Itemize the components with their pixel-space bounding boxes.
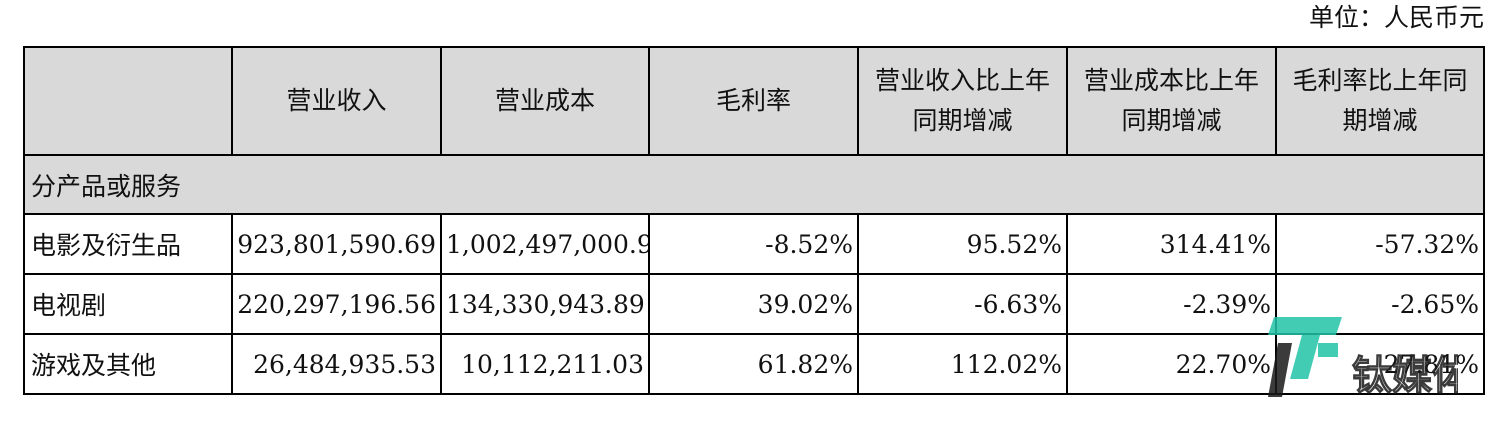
header-revenue-change: 营业收入比上年同期增减 [857, 46, 1068, 156]
cell-cost-change: -2.39% [1066, 273, 1277, 335]
cell-revenue-change: 112.02% [857, 333, 1068, 395]
cell-margin: 39.02% [648, 273, 859, 335]
table-row: 电视剧 220,297,196.56 134,330,943.89 39.02%… [23, 273, 1485, 335]
cell-cost: 1,002,497,000.98 [440, 213, 650, 275]
cell-revenue: 26,484,935.53 [231, 333, 442, 395]
cell-cost-change: 22.70% [1066, 333, 1277, 395]
cell-margin-change: -57.32% [1275, 213, 1485, 275]
financial-table: 营业收入 营业成本 毛利率 营业收入比上年同期增减 营业成本比上年同期增减 毛利… [23, 46, 1485, 395]
row-name: 游戏及其他 [23, 333, 233, 395]
header-gross-margin: 毛利率 [648, 46, 859, 156]
header-cost: 营业成本 [440, 46, 650, 156]
section-label: 分产品或服务 [23, 154, 1485, 215]
header-cost-change: 营业成本比上年同期增减 [1066, 46, 1277, 156]
table-row: 电影及衍生品 923,801,590.69 1,002,497,000.98 -… [23, 213, 1485, 275]
header-margin-change: 毛利率比上年同期增减 [1275, 46, 1485, 156]
section-row: 分产品或服务 [23, 154, 1485, 215]
unit-label: 单位：人民币元 [1308, 3, 1484, 32]
cell-margin: -8.52% [648, 213, 859, 275]
cell-margin: 61.82% [648, 333, 859, 395]
cell-cost: 10,112,211.03 [440, 333, 650, 395]
table-header-row: 营业收入 营业成本 毛利率 营业收入比上年同期增减 营业成本比上年同期增减 毛利… [23, 46, 1485, 156]
header-revenue: 营业收入 [231, 46, 442, 156]
cell-revenue-change: -6.63% [857, 273, 1068, 335]
table-row: 游戏及其他 26,484,935.53 10,112,211.03 61.82%… [23, 333, 1485, 395]
watermark-text: 钛媒体 [1352, 353, 1458, 399]
cell-revenue: 220,297,196.56 [231, 273, 442, 335]
cell-revenue: 923,801,590.69 [231, 213, 442, 275]
header-cell-blank [23, 46, 233, 156]
row-name: 电影及衍生品 [23, 213, 233, 275]
cell-revenue-change: 95.52% [857, 213, 1068, 275]
cell-cost-change: 314.41% [1066, 213, 1277, 275]
watermark-logo-icon: 钛媒体 [1268, 317, 1458, 400]
tmt-logo-mark-icon [1268, 317, 1342, 397]
cell-cost: 134,330,943.89 [440, 273, 650, 335]
row-name: 电视剧 [23, 273, 233, 335]
